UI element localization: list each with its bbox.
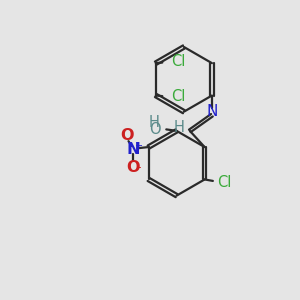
Text: Cl: Cl (171, 54, 185, 69)
Text: Cl: Cl (171, 89, 185, 104)
Text: O: O (120, 128, 134, 143)
Text: O: O (127, 160, 140, 175)
Text: N: N (206, 104, 218, 119)
Text: H: H (148, 116, 159, 130)
Text: N: N (127, 142, 140, 157)
Text: +: + (134, 141, 142, 151)
Text: H: H (173, 120, 184, 135)
Text: Cl: Cl (217, 175, 232, 190)
Text: -: - (137, 160, 141, 174)
Text: O: O (149, 122, 161, 137)
